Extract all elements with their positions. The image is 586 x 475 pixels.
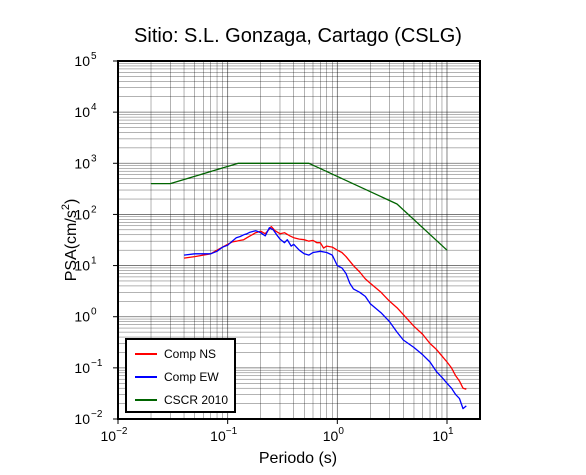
y-axis-label-sup: 2 [60, 204, 72, 210]
y-tick-exponent: −2 [91, 409, 103, 420]
y-tick-label: 10 [74, 53, 90, 69]
x-tick-label: 100 [323, 426, 345, 444]
y-axis-label-end: ) [63, 199, 80, 204]
x-axis-label: Periodo (s) [259, 450, 337, 467]
chart-title: Sitio: S.L. Gonzaga, Cartago (CSLG) [134, 25, 462, 47]
series-line-comp-ns [183, 225, 467, 390]
series-lines [151, 162, 467, 410]
y-tick-exponent: 5 [91, 51, 97, 62]
y-axis-label: PSA(cm/s2) [60, 199, 80, 282]
y-tick-exponent: 3 [91, 153, 97, 164]
legend-entry: Comp EW [164, 370, 219, 384]
y-tick-label: 10 [74, 258, 90, 274]
series-line-cscr-2010 [151, 162, 448, 251]
y-tick-exponent: 4 [91, 102, 97, 113]
y-axis-label-base: PSA(cm/s [63, 210, 80, 281]
legend-entry: Comp NS [164, 347, 216, 361]
plot-frame [117, 60, 481, 420]
x-tick-label: 10−2 [101, 426, 128, 444]
y-tick-exponent: 2 [91, 204, 97, 215]
y-tick-label: 10 [74, 360, 90, 376]
legend: Comp NS Comp EW CSCR 2010 [125, 338, 236, 413]
y-tick-label: 10 [74, 104, 90, 120]
y-tick-exponent: −1 [91, 358, 103, 369]
x-tick-label: 101 [432, 426, 454, 444]
y-tick-label: 10 [74, 155, 90, 171]
y-tick-label: 10 [74, 309, 90, 325]
legend-entry: CSCR 2010 [164, 393, 228, 407]
y-tick-exponent: 0 [91, 307, 97, 318]
y-tick-label: 10 [74, 411, 90, 427]
x-tick-labels: 10−2 10−1 100 101 [101, 419, 454, 444]
x-tick-label: 10−1 [210, 426, 237, 444]
y-tick-exponent: 1 [91, 256, 97, 267]
series-line-comp-ew [183, 227, 467, 410]
y-tick-label: 10 [74, 206, 90, 222]
